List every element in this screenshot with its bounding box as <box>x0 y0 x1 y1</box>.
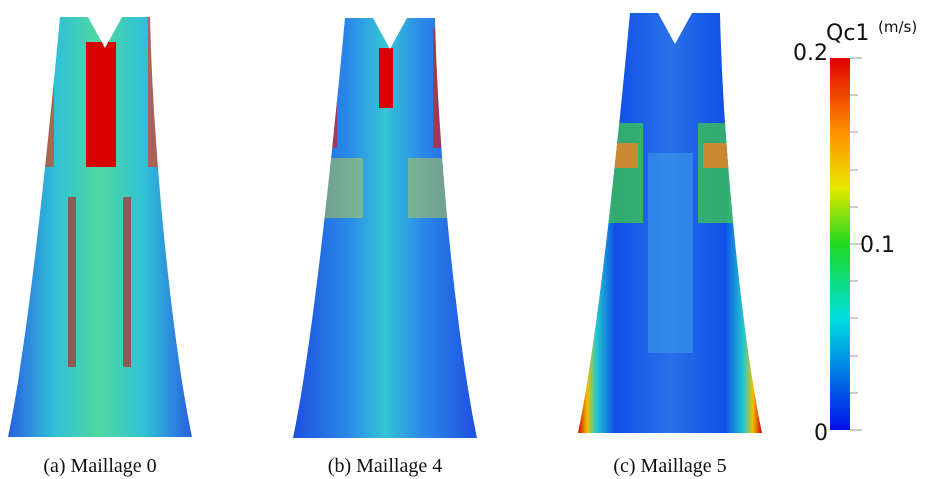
colorbar-tick: 0 <box>814 421 828 446</box>
colorbar-title: Qc1 <box>826 21 869 46</box>
colorbar-unit: (m/s) <box>878 18 917 36</box>
panel-c <box>578 13 762 433</box>
caption: (c) Maillage 5 <box>613 455 726 477</box>
colorbar-tick: 0.2 <box>793 41 828 66</box>
colorbar: Qc1 (m/s) 0.2 0.1 0 <box>793 18 917 446</box>
caption: (b) Maillage 4 <box>328 455 442 477</box>
panel-a <box>8 17 192 437</box>
panel-b <box>293 18 477 438</box>
colorbar-scale <box>830 58 850 430</box>
colorbar-tick: 0.1 <box>860 233 895 258</box>
caption: (a) Maillage 0 <box>43 455 156 477</box>
